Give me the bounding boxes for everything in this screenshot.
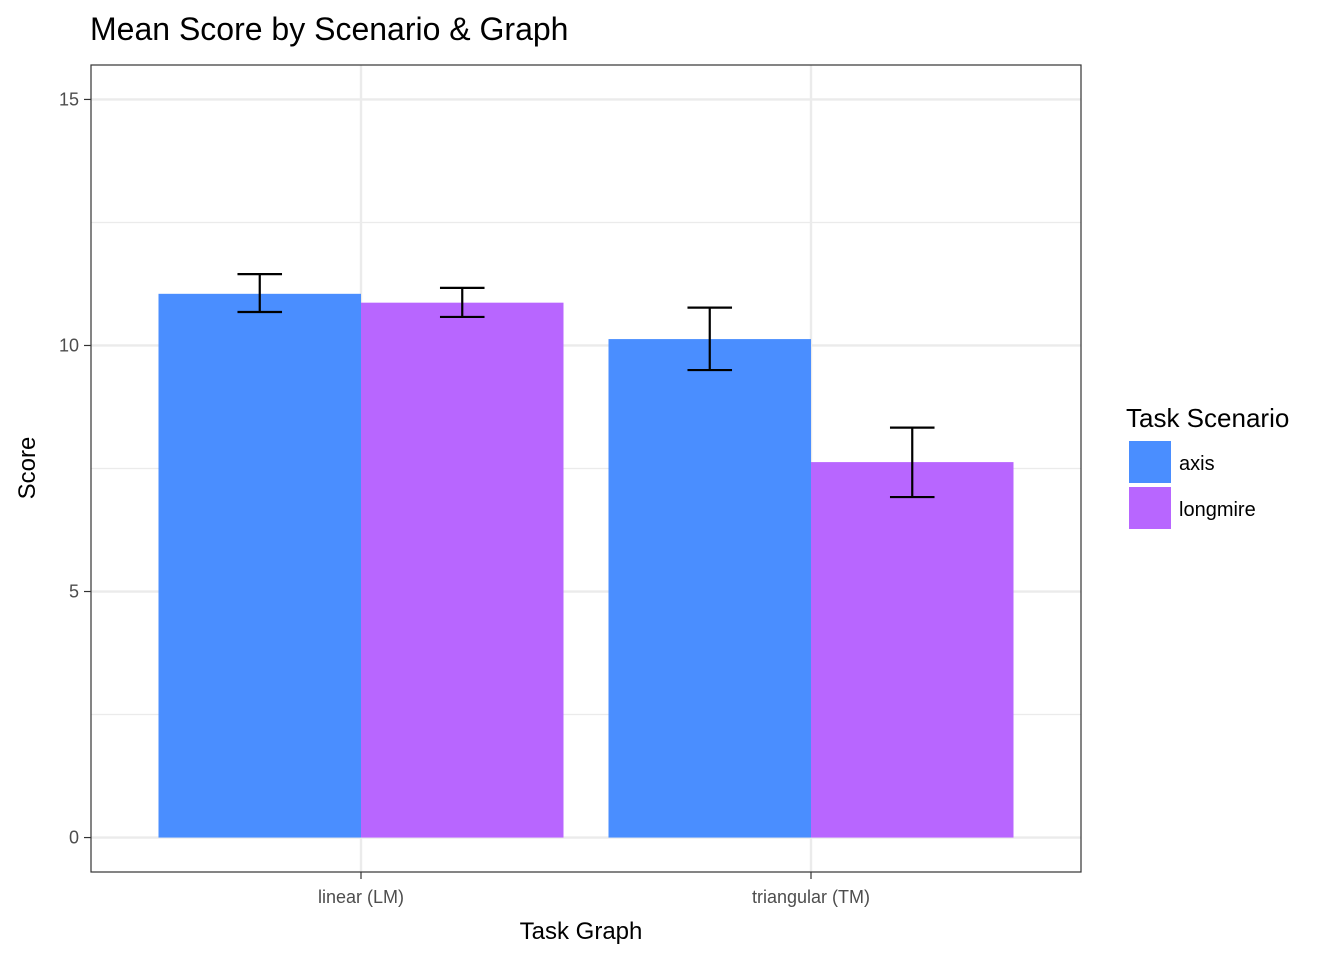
plot-panel-border — [90, 64, 1082, 873]
y-tick-label: 5 — [69, 582, 79, 602]
x-axis-title: Task Graph — [520, 918, 643, 945]
x-tick-label: triangular (TM) — [752, 887, 870, 907]
bars — [158, 293, 1014, 838]
y-tick-label: 0 — [69, 828, 79, 848]
bar-axis-2 — [608, 339, 811, 838]
error-bars — [237, 273, 935, 499]
legend: Task Scenario axis longmire — [1126, 403, 1289, 529]
y-axis-title: Score — [14, 437, 41, 500]
x-tick-label: linear (LM) — [318, 887, 404, 907]
legend-label-axis: axis — [1179, 453, 1215, 475]
legend-label-longmire: longmire — [1179, 499, 1256, 521]
legend-key-axis — [1129, 441, 1171, 483]
bar-longmire-2 — [811, 462, 1014, 838]
chart-title: Mean Score by Scenario & Graph — [90, 11, 568, 47]
y-axis: 0 5 10 15 — [59, 89, 91, 848]
bar-axis-1 — [158, 293, 361, 838]
legend-title: Task Scenario — [1126, 403, 1289, 433]
y-tick-label: 10 — [59, 335, 79, 355]
x-axis: linear (LM) triangular (TM) — [318, 872, 870, 907]
bar-longmire-1 — [361, 302, 564, 838]
legend-key-longmire — [1129, 487, 1171, 529]
y-tick-label: 15 — [59, 89, 79, 109]
